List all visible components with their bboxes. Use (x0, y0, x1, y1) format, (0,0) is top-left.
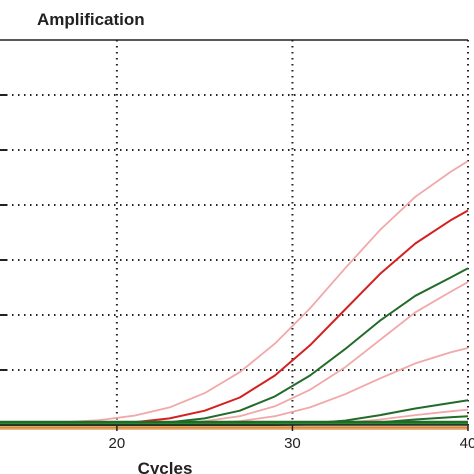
series-line (0, 209, 469, 426)
chart-title: Amplification (37, 10, 145, 29)
ticks: 20 30 40 (0, 94, 474, 452)
x-tick-label: 20 (109, 435, 126, 452)
grid (0, 40, 469, 425)
plot-frame (0, 39, 468, 426)
x-tick-label: 30 (284, 435, 301, 452)
series-line (0, 160, 469, 425)
x-axis-label: Cycles (138, 459, 193, 474)
series-group (0, 160, 469, 430)
x-tick-label: 40 (460, 435, 474, 452)
series-line (0, 281, 469, 426)
series-line (0, 347, 469, 426)
series-line (0, 267, 469, 426)
